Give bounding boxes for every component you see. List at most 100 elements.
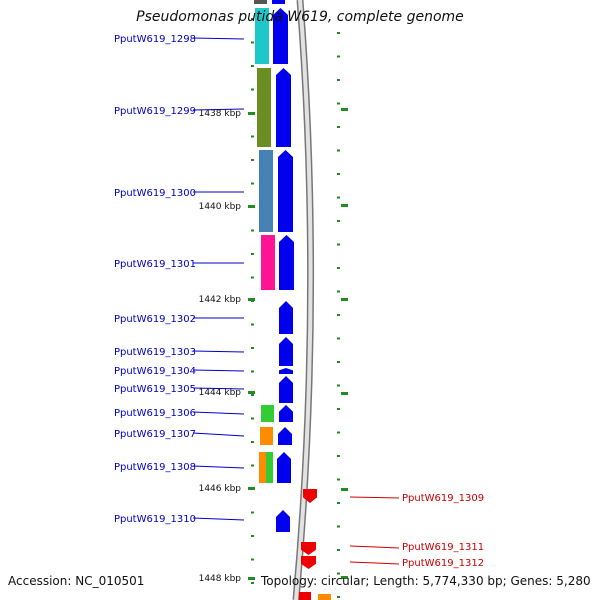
ruler-tick-right: [337, 149, 340, 152]
cog-block: [266, 452, 273, 483]
ruler-tick-right: [337, 126, 340, 128]
gene-label[interactable]: PputW619_1303: [114, 347, 196, 358]
gene-label[interactable]: PputW619_1298: [114, 34, 196, 45]
ruler-tick-right: [337, 102, 340, 105]
scale-labels: 1438 kbp 1440 kbp 1442 kbp 1444 kbp 1446 kbp…: [199, 109, 242, 584]
accession-label: Accession: NC_010501: [8, 574, 145, 588]
ruler-tick-left: [251, 41, 254, 44]
label-leader-line: [349, 545, 400, 549]
ruler-tick-right: [337, 455, 340, 457]
ruler-tick-right: [337, 431, 340, 434]
ruler-tick-right: [337, 478, 340, 481]
ruler-tick-right: [337, 361, 340, 363]
ruler-tick-right: [337, 243, 340, 246]
gene-label[interactable]: PputW619_1299: [114, 106, 196, 117]
ruler-tick-right: [337, 384, 340, 387]
ruler-tick-right: [337, 55, 340, 58]
ruler-tick-left: [251, 370, 254, 373]
gene-arrows: [273, 8, 317, 600]
gene-arrow[interactable]: [278, 150, 293, 232]
previous-gene-tail: [254, 0, 267, 4]
gene-label[interactable]: PputW619_1311: [402, 542, 484, 553]
ruler-tick-left: [251, 135, 254, 138]
gene-arrow[interactable]: [277, 452, 291, 483]
ruler-tick-left: [251, 182, 254, 185]
cog-block: [255, 8, 269, 64]
gene-label[interactable]: PputW619_1304: [114, 366, 196, 377]
gene-arrow[interactable]: [279, 337, 293, 366]
gene-arrow[interactable]: [273, 8, 288, 64]
gene-arrow[interactable]: [279, 368, 293, 374]
ruler-major-tick-left: [248, 487, 255, 490]
ruler-tick-left: [251, 511, 254, 514]
genome-title: Pseudomonas putida W619, complete genome: [136, 9, 464, 25]
ruler-tick-right: [337, 267, 340, 269]
ruler-tick-right: [337, 196, 340, 199]
gene-arrow[interactable]: [278, 427, 292, 445]
ruler-tick-right: [337, 408, 340, 410]
gene-arrow[interactable]: [279, 301, 293, 334]
gene-label[interactable]: PputW619_1307: [114, 429, 196, 440]
ruler-tick-right: [337, 596, 340, 598]
gene-label[interactable]: PputW619_1308: [114, 462, 196, 473]
next-gene-cog-tail: [318, 594, 331, 600]
ruler-tick-left: [251, 323, 254, 326]
ruler-tick-left: [251, 159, 254, 161]
label-leader-line: [349, 496, 400, 499]
gene-label[interactable]: PputW619_1310: [114, 514, 196, 525]
ruler-major-tick-right: [341, 108, 348, 111]
ruler-ticks: [248, 18, 348, 598]
ruler-major-tick-left: [248, 112, 255, 115]
ruler-major-tick-left: [248, 205, 255, 208]
scale-label: 1446 kbp: [199, 484, 242, 494]
previous-gene-tail: [272, 0, 285, 4]
ruler-tick-right: [337, 290, 340, 293]
scale-label: 1448 kbp: [199, 574, 242, 584]
gene-arrow[interactable]: [276, 68, 291, 147]
ruler-tick-left: [251, 464, 254, 467]
gene-label[interactable]: PputW619_1302: [114, 314, 196, 325]
backbone-fill: [294, 0, 313, 600]
label-leader-line: [349, 561, 400, 565]
gene-arrow[interactable]: [301, 556, 316, 569]
gene-arrow[interactable]: [301, 542, 316, 555]
ruler-tick-left: [251, 558, 254, 561]
ruler-tick-right: [337, 79, 340, 81]
ruler-tick-right: [337, 220, 340, 222]
gene-arrow[interactable]: [303, 489, 317, 503]
ruler-major-tick-left: [248, 577, 255, 580]
ruler-tick-left: [251, 229, 254, 232]
gene-label[interactable]: PputW619_1309: [402, 493, 484, 504]
label-leaders: [192, 37, 400, 565]
gene-arrow[interactable]: [279, 235, 294, 290]
ruler-tick-right: [337, 314, 340, 316]
scale-label: 1438 kbp: [199, 109, 242, 119]
cog-block: [257, 68, 271, 147]
ruler-major-tick-left: [248, 391, 255, 394]
label-leader-line: [192, 387, 245, 390]
ruler-tick-left: [251, 88, 254, 91]
cog-block: [259, 150, 273, 232]
gene-labels: PputW619_1298 PputW619_1299 PputW619_1300 P…: [114, 34, 484, 569]
ruler-major-tick-right: [341, 576, 348, 579]
gene-label[interactable]: PputW619_1306: [114, 408, 196, 419]
gene-label[interactable]: PputW619_1301: [114, 259, 196, 270]
ruler-tick-right: [337, 549, 340, 551]
gene-label[interactable]: PputW619_1305: [114, 384, 196, 395]
gene-arrow[interactable]: [279, 376, 293, 403]
ruler-major-tick-right: [341, 488, 348, 491]
ruler-tick-right: [337, 525, 340, 528]
label-leader-line: [192, 108, 245, 111]
gene-arrow[interactable]: [279, 405, 293, 422]
ruler-tick-left: [251, 441, 254, 443]
label-leader-line: [192, 517, 245, 521]
gene-label[interactable]: PputW619_1312: [402, 558, 484, 569]
gene-label[interactable]: PputW619_1300: [114, 188, 196, 199]
gene-arrow[interactable]: [276, 510, 290, 532]
label-leader-line: [192, 432, 245, 437]
ruler-tick-left: [251, 417, 254, 420]
label-leader-line: [192, 369, 245, 372]
ruler-major-tick-right: [341, 392, 348, 395]
ruler-tick-left: [251, 582, 254, 584]
